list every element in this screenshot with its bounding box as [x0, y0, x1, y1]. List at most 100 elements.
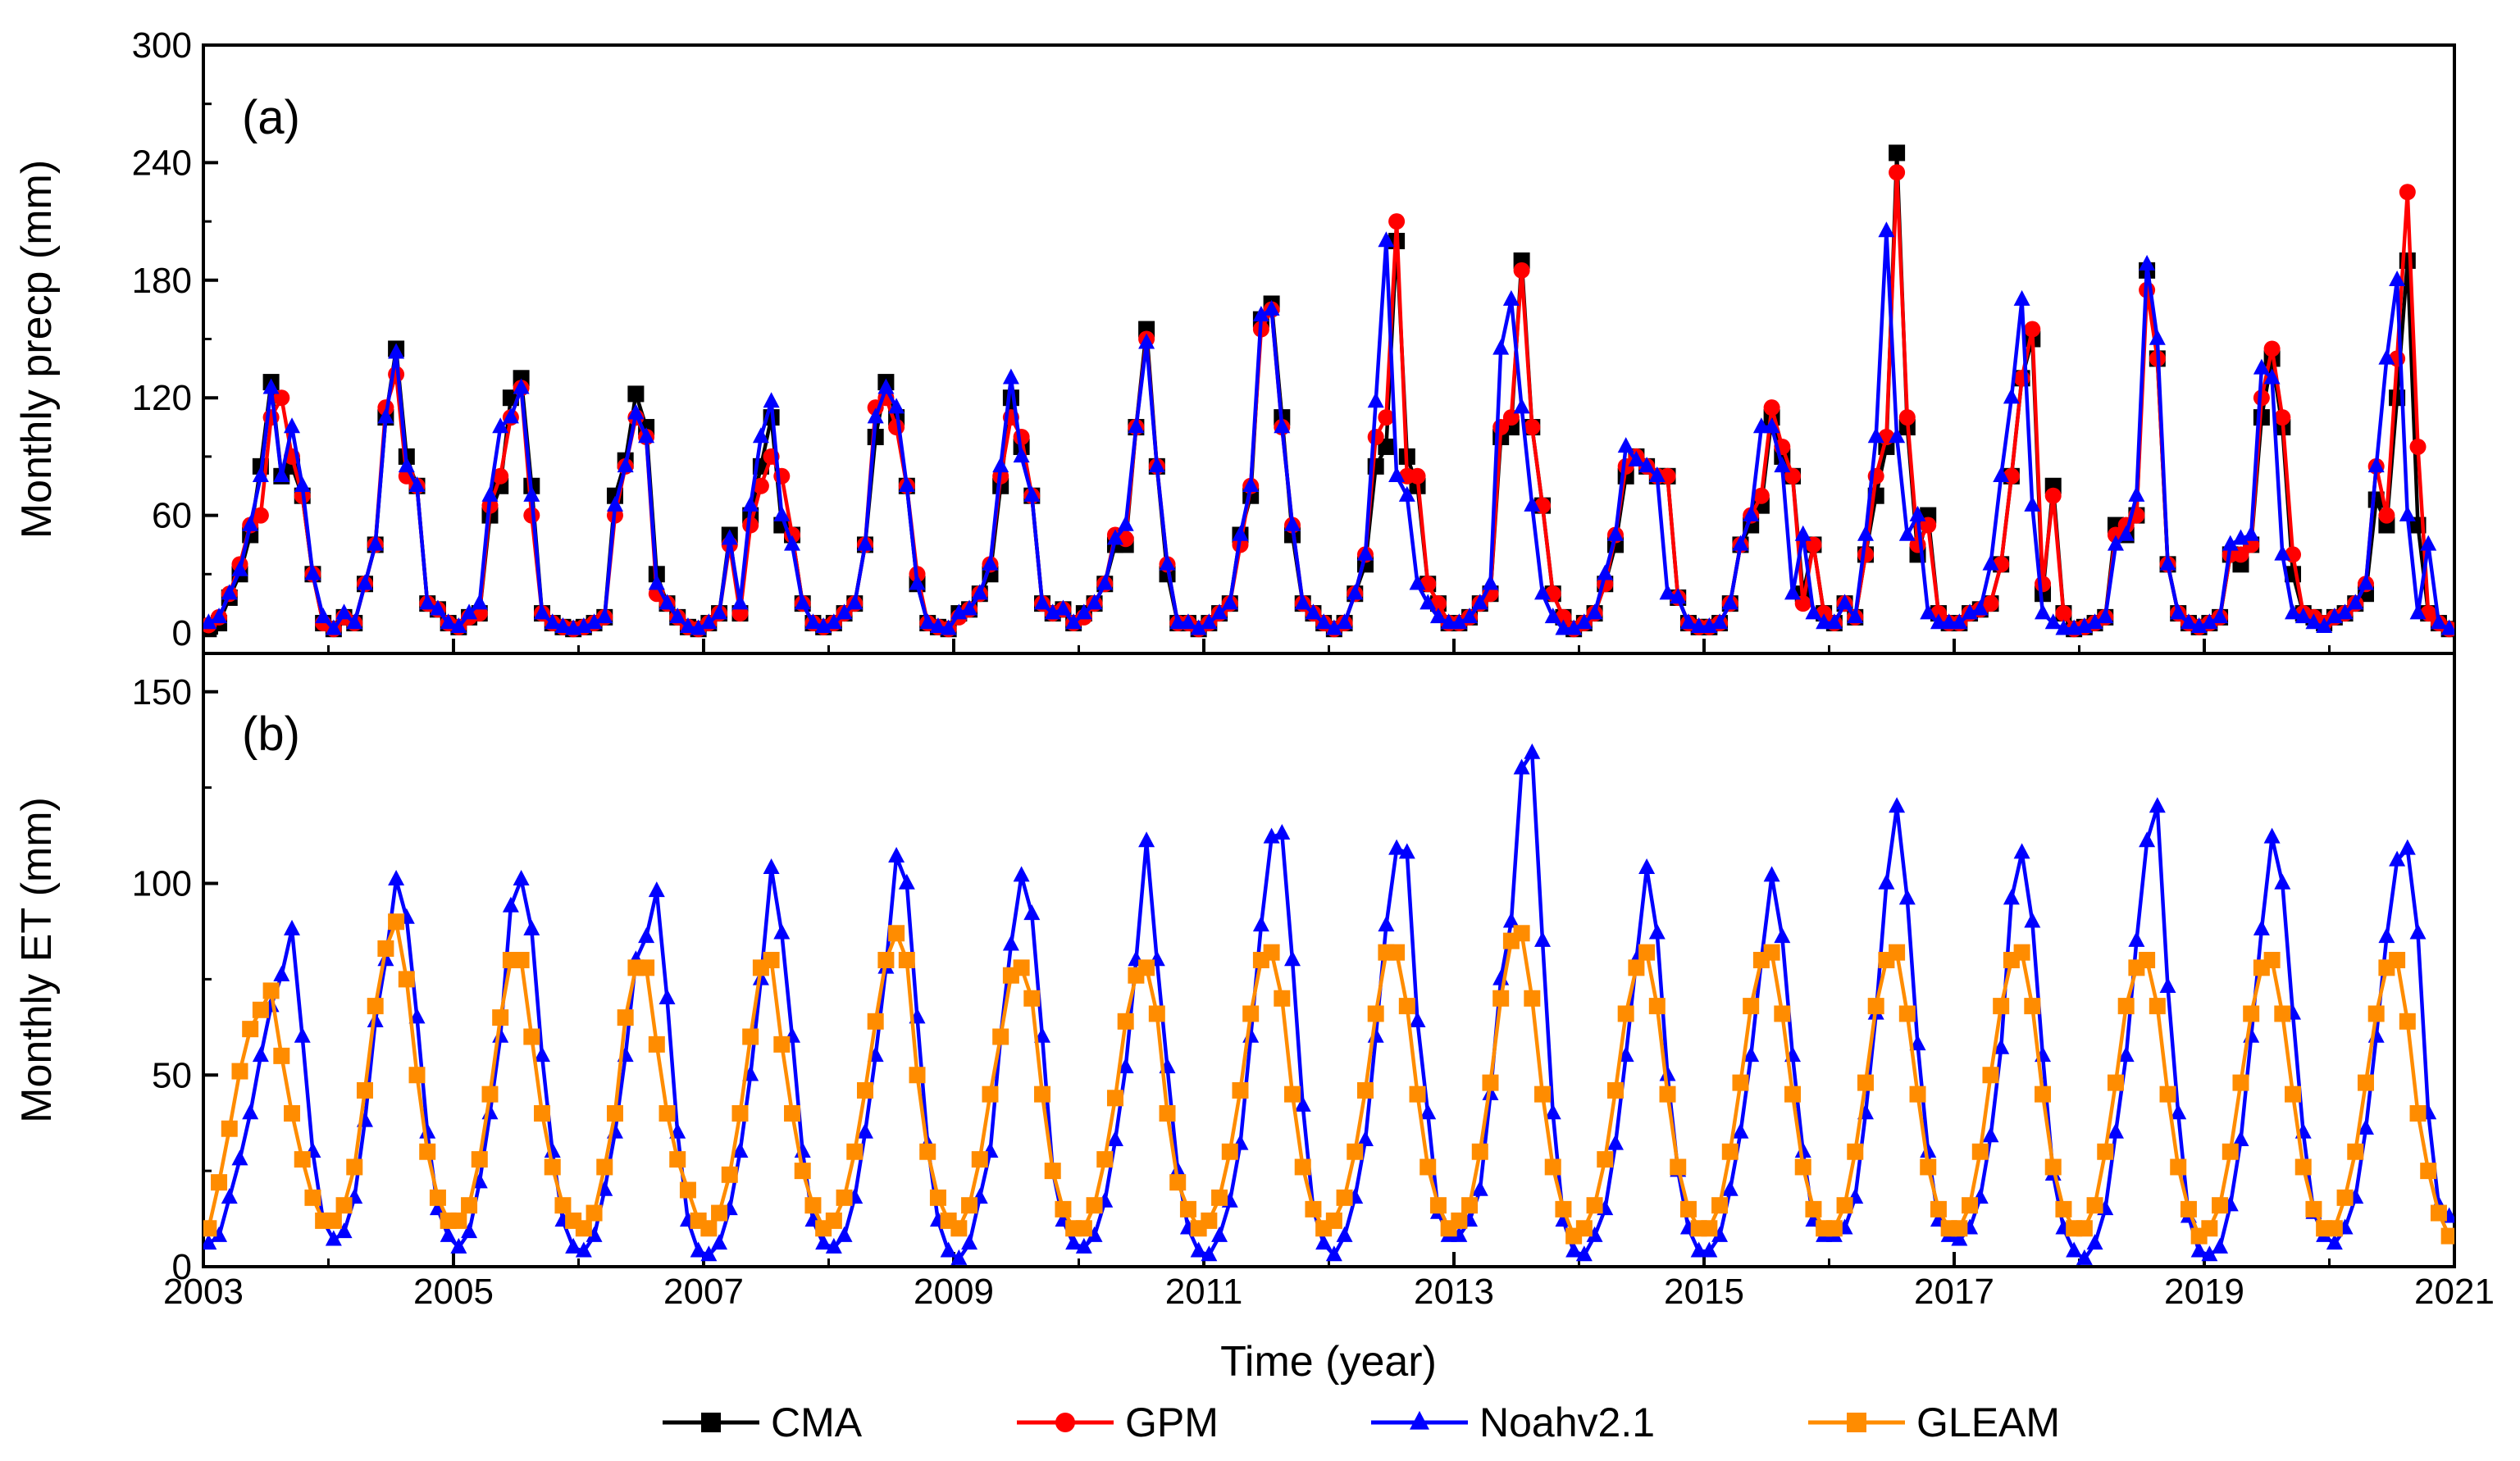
data-point	[252, 507, 269, 524]
data-point	[2263, 827, 2281, 844]
data-point	[1763, 944, 1780, 961]
data-point	[961, 599, 978, 616]
data-point	[2232, 529, 2249, 545]
data-point	[1211, 1226, 1228, 1242]
data-point	[1419, 1104, 1437, 1120]
data-point	[450, 617, 467, 634]
data-point	[2285, 1086, 2302, 1103]
data-point	[2367, 457, 2385, 473]
data-point	[700, 1220, 718, 1237]
data-point	[2243, 525, 2260, 541]
data-point	[1409, 574, 1426, 590]
data-point	[1867, 998, 1884, 1015]
data-point	[408, 476, 426, 492]
data-point	[1221, 1143, 1238, 1160]
x-tick-label: 2007	[663, 1272, 744, 1312]
data-point	[919, 1143, 936, 1160]
data-point	[304, 1189, 321, 1206]
data-point	[1544, 1158, 1561, 1176]
data-point	[1982, 1067, 1999, 1084]
data-point	[2274, 544, 2291, 561]
data-point	[1190, 1241, 1207, 1258]
data-point	[1794, 1158, 1811, 1176]
data-point	[450, 1237, 467, 1254]
data-point	[242, 1021, 259, 1038]
data-point	[1461, 608, 1479, 624]
data-point	[638, 427, 655, 444]
data-point	[367, 535, 384, 551]
data-point	[325, 619, 342, 635]
data-point	[1274, 990, 1291, 1007]
data-point	[1930, 613, 1947, 630]
data-point	[627, 403, 645, 420]
data-point	[1221, 594, 1238, 610]
data-point	[2357, 574, 2374, 590]
data-point	[231, 1149, 248, 1166]
data-point	[534, 1046, 551, 1063]
data-point	[2044, 1158, 2062, 1176]
panel-a-label: (a)	[242, 91, 300, 144]
data-point	[2076, 1220, 2093, 1237]
data-point	[1690, 617, 1707, 634]
data-point	[1752, 487, 1770, 504]
data-point	[836, 1189, 853, 1206]
data-point	[1909, 505, 1926, 521]
data-point	[804, 613, 822, 630]
data-point	[1305, 603, 1322, 620]
data-point	[398, 457, 415, 473]
data-point	[1586, 1226, 1603, 1242]
data-point	[1356, 544, 1374, 561]
data-point	[1555, 619, 1572, 635]
data-point	[502, 896, 519, 913]
data-point	[1096, 1151, 1114, 1168]
data-point	[252, 467, 269, 483]
data-point	[1752, 417, 1770, 434]
data-point	[2003, 889, 2020, 905]
data-point	[565, 1237, 582, 1254]
data-point	[523, 919, 540, 935]
data-point	[2190, 617, 2208, 634]
data-point	[711, 603, 728, 620]
data-point	[1419, 594, 1437, 610]
data-point	[596, 608, 613, 624]
data-point	[1106, 1130, 1123, 1146]
data-point	[2232, 1074, 2249, 1091]
data-point	[1388, 944, 1406, 961]
data-point	[1294, 594, 1311, 610]
data-point	[1356, 1130, 1374, 1146]
data-point	[2013, 289, 2030, 306]
data-point	[419, 1122, 436, 1139]
data-point	[2389, 952, 2406, 968]
data-point	[982, 1086, 999, 1103]
data-point	[888, 846, 905, 862]
data-point	[492, 467, 509, 485]
data-point	[836, 1226, 853, 1242]
data-point	[586, 1204, 603, 1222]
data-point	[1502, 289, 1520, 306]
data-point	[2139, 254, 2156, 271]
data-point	[2357, 1074, 2374, 1091]
data-point	[1513, 262, 1530, 279]
data-point	[1659, 1065, 1676, 1081]
data-point	[1055, 599, 1072, 616]
data-point	[1711, 1226, 1729, 1242]
data-point	[388, 870, 405, 886]
data-point	[440, 1226, 457, 1242]
data-point	[1201, 1212, 1218, 1229]
data-point	[1148, 457, 1165, 473]
data-point	[1367, 429, 1384, 445]
data-point	[992, 457, 1009, 473]
data-point	[2367, 1005, 2385, 1022]
data-point	[1962, 1197, 1979, 1214]
data-point	[971, 584, 988, 600]
y-tick-label: 0	[172, 613, 192, 653]
data-point	[1284, 1086, 1301, 1103]
data-point	[1774, 927, 1791, 944]
data-point	[1075, 1220, 1092, 1237]
data-point	[1002, 368, 1019, 385]
data-point	[2274, 409, 2291, 426]
data-point	[898, 873, 915, 890]
panel-a-frame	[202, 43, 2456, 655]
data-point	[2399, 184, 2416, 201]
data-point	[2212, 1197, 2229, 1214]
